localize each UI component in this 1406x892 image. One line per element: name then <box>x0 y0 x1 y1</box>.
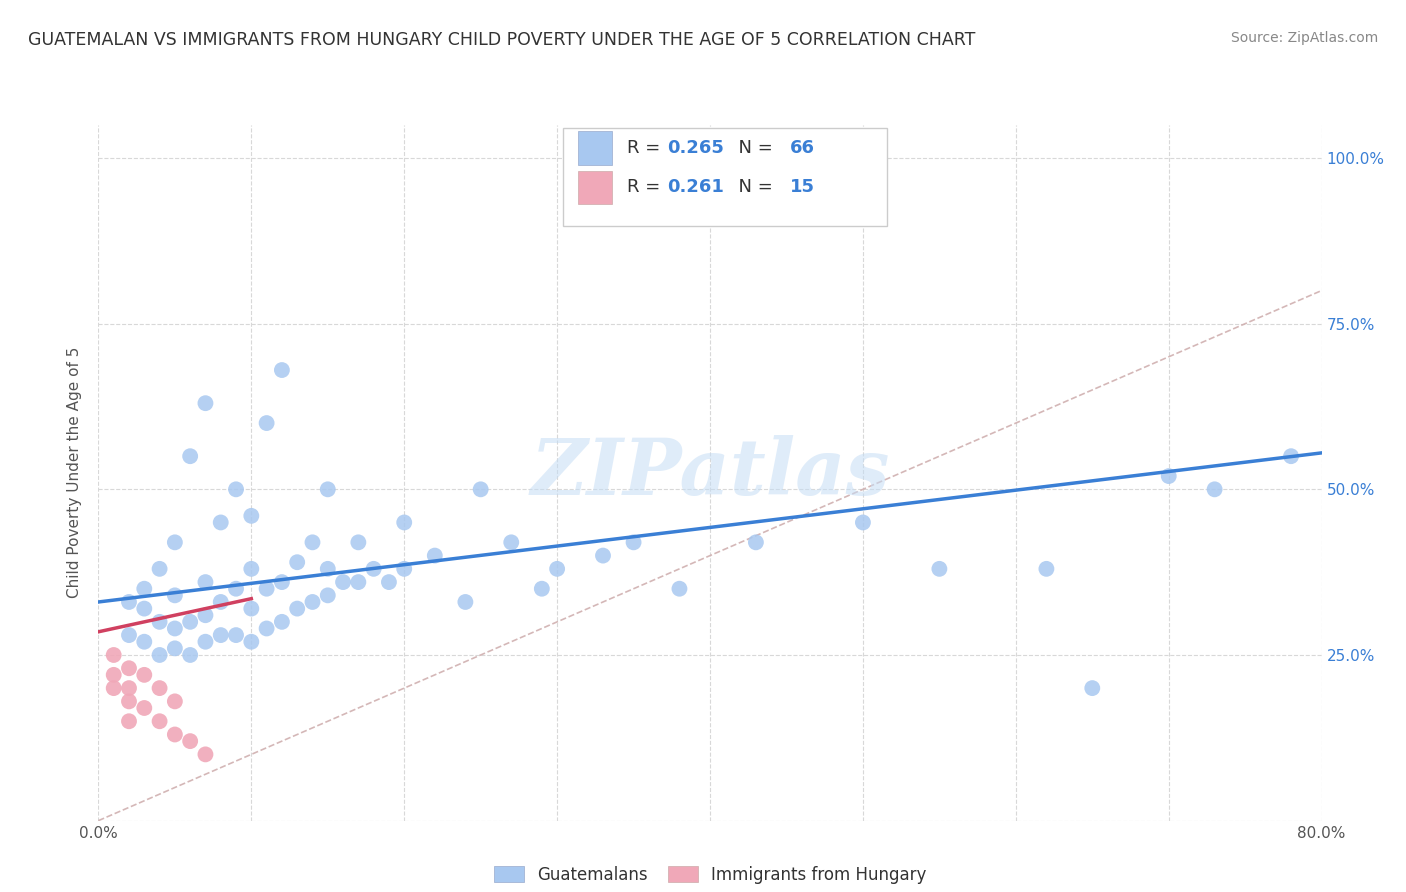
Point <box>179 734 201 748</box>
Point <box>332 575 354 590</box>
Point <box>256 582 278 596</box>
Point <box>301 535 323 549</box>
Point <box>163 641 186 656</box>
Point <box>118 661 141 675</box>
Legend: Guatemalans, Immigrants from Hungary: Guatemalans, Immigrants from Hungary <box>485 857 935 892</box>
Point <box>149 714 172 729</box>
Bar <box>578 170 612 204</box>
Text: 0.265: 0.265 <box>668 139 724 157</box>
Point <box>118 595 141 609</box>
Point <box>225 582 247 596</box>
Point <box>1204 483 1226 497</box>
Point <box>163 535 186 549</box>
Point <box>256 416 278 430</box>
Text: R =: R = <box>627 178 666 196</box>
Point <box>149 648 172 662</box>
Text: 0.261: 0.261 <box>668 178 724 196</box>
Point <box>194 747 217 762</box>
Point <box>1279 449 1302 463</box>
Point <box>301 595 323 609</box>
Point <box>149 562 172 576</box>
Point <box>852 516 875 530</box>
Point <box>179 648 201 662</box>
Point <box>103 681 125 695</box>
Point <box>149 615 172 629</box>
Point <box>194 575 217 590</box>
Point <box>270 615 292 629</box>
Point <box>163 588 186 602</box>
Point <box>423 549 446 563</box>
Point <box>240 562 263 576</box>
Point <box>118 681 141 695</box>
Point <box>668 582 690 596</box>
Point <box>392 562 416 576</box>
Point <box>134 634 156 648</box>
Point <box>546 562 568 576</box>
Text: R =: R = <box>627 139 666 157</box>
Point <box>1157 469 1180 483</box>
Point <box>194 634 217 648</box>
Point <box>270 575 292 590</box>
Point <box>134 701 156 715</box>
Point <box>103 648 125 662</box>
Point <box>745 535 768 549</box>
Bar <box>564 128 887 226</box>
Point <box>118 714 141 729</box>
Point <box>454 595 477 609</box>
Point <box>285 555 308 569</box>
Point <box>347 575 370 590</box>
Point <box>209 628 232 642</box>
Point <box>363 562 385 576</box>
Point <box>928 562 950 576</box>
Y-axis label: Child Poverty Under the Age of 5: Child Poverty Under the Age of 5 <box>67 347 83 599</box>
Point <box>103 668 125 682</box>
Point <box>378 575 401 590</box>
Point <box>240 634 263 648</box>
Point <box>194 396 217 410</box>
Point <box>347 535 370 549</box>
Point <box>163 694 186 708</box>
Point <box>118 628 141 642</box>
Point <box>1081 681 1104 695</box>
Point <box>225 628 247 642</box>
Point <box>134 582 156 596</box>
Point <box>194 608 217 623</box>
Point <box>163 727 186 741</box>
Point <box>316 483 339 497</box>
Text: 15: 15 <box>790 178 814 196</box>
Point <box>530 582 553 596</box>
Point <box>270 363 292 377</box>
Text: N =: N = <box>727 139 779 157</box>
Point <box>392 516 416 530</box>
Point <box>225 483 247 497</box>
Point <box>623 535 645 549</box>
Text: GUATEMALAN VS IMMIGRANTS FROM HUNGARY CHILD POVERTY UNDER THE AGE OF 5 CORRELATI: GUATEMALAN VS IMMIGRANTS FROM HUNGARY CH… <box>28 31 976 49</box>
Point <box>149 681 172 695</box>
Point <box>209 516 232 530</box>
Point <box>592 549 614 563</box>
Point <box>316 562 339 576</box>
Text: ZIPatlas: ZIPatlas <box>530 434 890 511</box>
Point <box>179 615 201 629</box>
Point <box>240 601 263 615</box>
Point <box>285 601 308 615</box>
Point <box>179 449 201 463</box>
Point <box>134 601 156 615</box>
Point <box>1035 562 1057 576</box>
Point <box>209 595 232 609</box>
Point <box>240 508 263 523</box>
Point <box>316 588 339 602</box>
Point <box>501 535 523 549</box>
Point <box>118 694 141 708</box>
Bar <box>578 131 612 164</box>
Text: 66: 66 <box>790 139 814 157</box>
Text: Source: ZipAtlas.com: Source: ZipAtlas.com <box>1230 31 1378 45</box>
Point <box>163 622 186 636</box>
Point <box>470 483 492 497</box>
Point <box>256 622 278 636</box>
Point <box>134 668 156 682</box>
Text: N =: N = <box>727 178 779 196</box>
